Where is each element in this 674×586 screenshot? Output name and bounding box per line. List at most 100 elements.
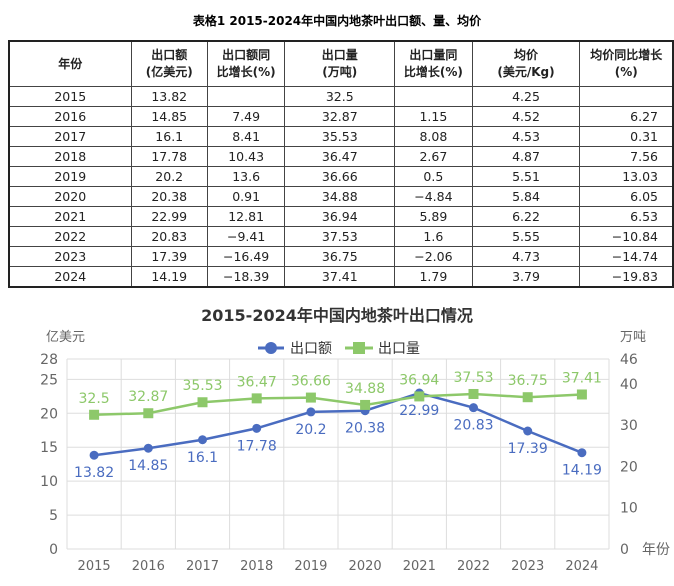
data-point: [523, 426, 533, 436]
table-row: 2024 14.19 −18.39 37.41 1.79 3.79 −19.83: [8, 266, 674, 288]
left-tick-label: 15: [40, 440, 58, 456]
data-point: [251, 393, 262, 404]
table-cell: 2020: [8, 186, 132, 207]
data-label: 17.78: [237, 438, 277, 454]
table-row: 2021 22.99 12.81 36.94 5.89 6.22 6.53: [8, 206, 674, 227]
table-cell: 5.51: [471, 166, 581, 187]
data-label: 36.94: [399, 372, 439, 388]
table-cell: 12.81: [206, 206, 286, 227]
x-tick-label: 2015: [78, 559, 111, 574]
data-point: [143, 408, 154, 419]
table-cell: 17.78: [130, 146, 208, 167]
table-cell: 36.47: [284, 146, 396, 167]
data-label: 14.19: [562, 463, 602, 479]
data-point: [305, 392, 316, 403]
table-row: 2017 16.1 8.41 35.53 8.08 4.53 0.31: [8, 126, 674, 147]
table-cell: 0.5: [394, 166, 473, 187]
x-tick-label: 2016: [132, 559, 165, 574]
table-cell: 20.83: [130, 226, 208, 247]
header-line: 出口额同: [222, 48, 271, 62]
column-header: 出口量 (万吨): [284, 40, 396, 87]
data-label: 20.2: [295, 422, 326, 438]
data-label: 16.1: [187, 450, 218, 466]
table-cell: 37.41: [284, 266, 396, 288]
table-cell: 37.53: [284, 226, 396, 247]
table-cell: 36.75: [284, 246, 396, 267]
table-cell: 1.79: [394, 266, 473, 288]
table-row: 2015 13.82 32.5 4.25: [8, 86, 674, 107]
x-tick-label: 2020: [349, 559, 382, 574]
table-cell: 5.55: [471, 226, 581, 247]
column-header: 均价同比增长 (%): [579, 40, 674, 87]
export-table: 年份 出口额 (亿美元) 出口额同 比增长(%) 出口量 (万吨) 出口量同 比增长(%) 均价 (…: [8, 40, 674, 288]
data-point: [522, 392, 533, 403]
header-line: 出口额: [151, 48, 188, 62]
table-cell: 36.66: [284, 166, 396, 187]
table-cell: 7.49: [206, 106, 286, 127]
x-tick-label: 2023: [511, 559, 544, 574]
table-cell: 16.1: [130, 126, 208, 147]
table-cell: 6.22: [471, 206, 581, 227]
data-label: 36.75: [508, 373, 548, 389]
header-line: (亿美元): [145, 65, 193, 79]
table-cell: 2019: [8, 166, 132, 187]
data-label: 14.85: [128, 458, 168, 474]
header-line: (美元/Kg): [497, 65, 555, 79]
x-tick-label: 2017: [186, 559, 219, 574]
table-cell: 8.08: [394, 126, 473, 147]
table-cell: 2018: [8, 146, 132, 167]
table-cell: 13.82: [130, 86, 208, 107]
data-point: [306, 407, 316, 417]
x-tick-label: 2019: [294, 559, 327, 574]
table-cell: 32.5: [284, 86, 396, 107]
data-label: 20.83: [453, 418, 493, 434]
table-cell: 4.52: [471, 106, 581, 127]
right-tick-label: 20: [620, 459, 638, 475]
data-point: [468, 388, 479, 399]
table-cell: 20.38: [130, 186, 208, 207]
table-cell: 34.88: [284, 186, 396, 207]
table-cell: 2017: [8, 126, 132, 147]
table-cell: −18.39: [206, 266, 286, 288]
left-tick-label: 28: [40, 352, 58, 368]
left-tick-label: 0: [49, 542, 58, 558]
data-label: 36.47: [237, 374, 277, 390]
table-row: 2018 17.78 10.43 36.47 2.67 4.87 7.56: [8, 146, 674, 167]
x-tick-label: 2021: [403, 559, 436, 574]
table-cell: −14.74: [579, 246, 674, 267]
legend-square-icon: [353, 342, 365, 354]
left-tick-label: 25: [40, 372, 58, 388]
table-cell: 2022: [8, 226, 132, 247]
x-tick-label: 2022: [457, 559, 490, 574]
data-point: [143, 443, 153, 453]
data-label: 32.87: [128, 389, 168, 405]
data-point: [469, 403, 478, 413]
table-cell: 4.73: [471, 246, 581, 267]
right-tick-label: 40: [620, 377, 638, 393]
table-cell: 3.79: [471, 266, 581, 288]
header-line: 比增长(%): [216, 65, 276, 79]
data-label: 22.99: [399, 403, 439, 419]
chart-title: 2015-2024年中国内地茶叶出口情况: [201, 306, 473, 325]
left-tick-label: 20: [40, 406, 58, 422]
series-line: [93, 391, 583, 457]
table-cell: −19.83: [579, 266, 674, 288]
data-label: 36.66: [291, 374, 331, 390]
table-cell: 6.53: [579, 206, 674, 227]
table-cell: 13.6: [206, 166, 286, 187]
data-label: 17.39: [508, 441, 548, 457]
x-tick-label: 2024: [565, 559, 598, 574]
table-row: 2019 20.2 13.6 36.66 0.5 5.51 13.03: [8, 166, 674, 187]
right-tick-label: 30: [620, 418, 638, 434]
table-cell: 0.31: [579, 126, 674, 147]
data-label: 34.88: [345, 381, 385, 397]
column-header: 均价 (美元/Kg): [471, 40, 581, 87]
column-header: 出口额 (亿美元): [130, 40, 208, 87]
table-cell: 20.2: [130, 166, 208, 187]
header-line: 出口量同: [409, 48, 458, 62]
table-cell: 2021: [8, 206, 132, 227]
x-axis-label: 年份: [642, 542, 670, 558]
table-cell: 1.6: [394, 226, 473, 247]
table-cell: 17.39: [130, 246, 208, 267]
